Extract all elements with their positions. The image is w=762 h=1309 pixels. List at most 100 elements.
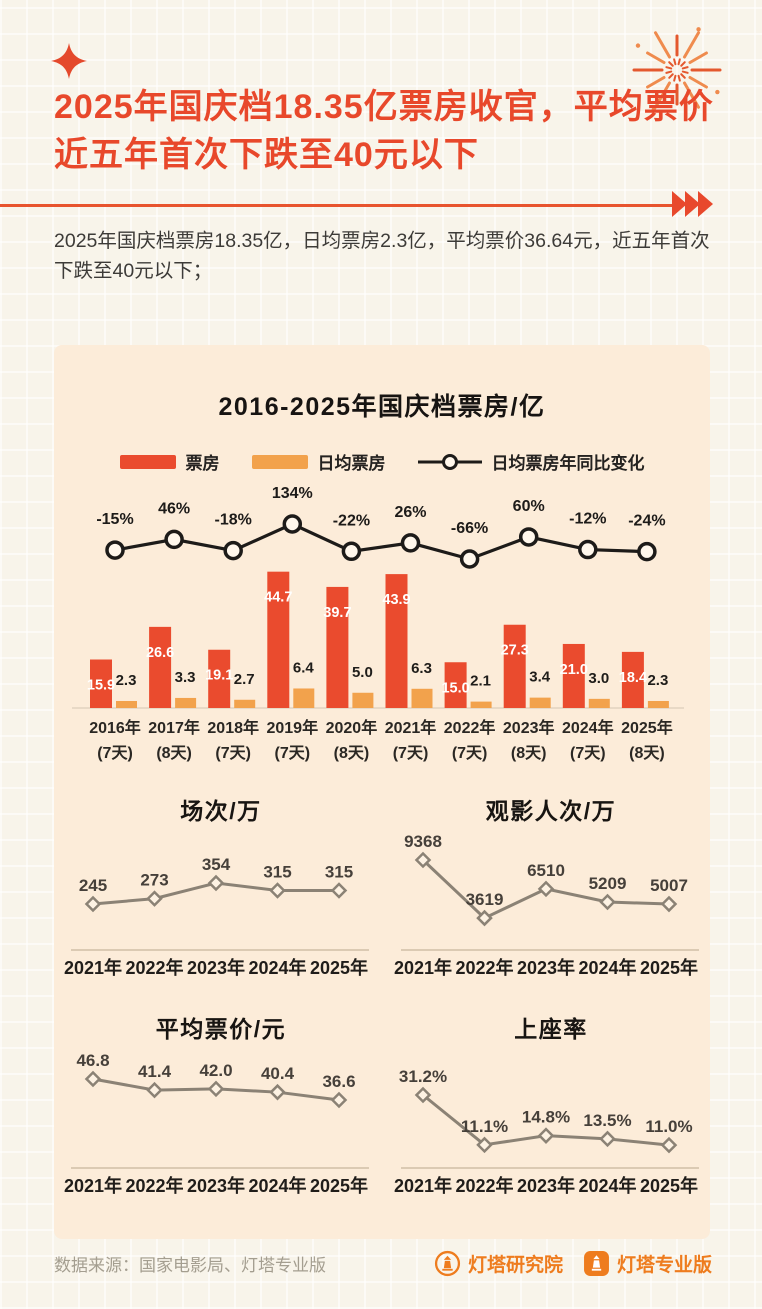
main-x-days-label: (8天) (629, 745, 665, 762)
footer: 数据来源：国家电影局、灯塔专业版 灯塔研究院 灯塔专业版 (54, 1250, 712, 1277)
diamond-marker (269, 882, 286, 899)
point-value-label: 36.6 (322, 1072, 355, 1091)
point-value-label: 14.8% (522, 1108, 570, 1127)
point-value-label: 315 (263, 863, 291, 882)
boxoffice-bar-value: 39.7 (323, 605, 351, 621)
boxoffice-bar-value: 21.0 (560, 662, 588, 678)
firework-spoke (646, 51, 666, 64)
point-value-label: 46.8 (76, 1051, 109, 1070)
small-x-label: 2025年 (640, 957, 698, 978)
yoy-value-label: -24% (628, 513, 665, 530)
sparkle-icon (51, 43, 87, 79)
main-x-days-label: (7天) (275, 745, 311, 762)
small-x-label: 2025年 (310, 1175, 368, 1196)
daily-bar-value: 5.0 (352, 664, 373, 681)
point-value-label: 11.0% (645, 1117, 692, 1136)
daily-bar-value: 3.3 (175, 669, 196, 686)
daily-bar (234, 699, 256, 708)
main-x-days-label: (8天) (156, 745, 192, 762)
yoy-marker (400, 533, 421, 553)
logo-dengta-research: 灯塔研究院 (434, 1250, 563, 1277)
yoy-marker (282, 514, 303, 534)
small-x-label: 2021年 (64, 1175, 122, 1196)
firework-tick (668, 73, 674, 79)
firework-tick (677, 74, 681, 82)
small-chart-3: 46.8 2021年 41.4 2022年 42.0 2023年 40.4 2024年 36.6… (64, 1051, 369, 1196)
small-x-label: 2024年 (248, 1175, 306, 1196)
daily-bar-value: 2.1 (470, 673, 491, 690)
firework-spoke (654, 81, 671, 109)
point-value-label: 5209 (589, 874, 627, 893)
legend-label-yoy: 日均票房年同比变化 (491, 454, 645, 473)
daily-bar-value: 3.4 (529, 669, 551, 686)
legend-item-daily: 日均票房 (251, 449, 386, 474)
boxoffice-swatch-icon (119, 454, 176, 469)
daily-bar-value: 3.0 (588, 670, 609, 687)
diamond-marker (84, 895, 102, 913)
yoy-marker (105, 540, 125, 560)
diamond-marker (660, 1136, 678, 1154)
diamond-marker (146, 1081, 163, 1099)
boxoffice-bar (503, 624, 526, 708)
point-value-label: 245 (79, 876, 107, 895)
panel-title-occupancy: 上座率 (514, 1016, 588, 1042)
diamond-marker (207, 1080, 225, 1098)
diamond-marker (84, 1070, 102, 1088)
daily-bar-value: 2.3 (647, 672, 668, 689)
small-x-label: 2023年 (187, 957, 245, 978)
logo-dengta-pro-label: 灯塔专业版 (616, 1255, 712, 1276)
boxoffice-bar (385, 574, 408, 708)
main-x-label: 2025年 (621, 718, 673, 737)
point-value-label: 9368 (404, 832, 442, 851)
yoy-line-swatch-icon (417, 453, 482, 470)
diamond-marker (330, 1091, 348, 1109)
firework-tick (680, 61, 686, 67)
firework-tick (665, 70, 673, 74)
logo-dengta-pro: 灯塔专业版 (583, 1250, 712, 1277)
small-x-label: 2023年 (187, 1175, 245, 1196)
daily-bar-value: 6.3 (411, 660, 432, 677)
main-chart-legend: 票房 日均票房 日均票房年同比变化 (54, 449, 710, 474)
boxoffice-bar (90, 659, 112, 708)
legend-label-daily: 日均票房 (317, 454, 386, 473)
firework-spoke (683, 31, 700, 59)
divider-line (0, 204, 676, 207)
diamond-marker (537, 1127, 555, 1144)
panel-title-avg-price: 平均票价/元 (155, 1016, 287, 1042)
lighthouse-square-icon (584, 1251, 609, 1276)
yoy-value-label: -12% (569, 511, 606, 528)
main-x-label: 2017年 (148, 718, 200, 737)
main-x-label: 2019年 (266, 718, 318, 737)
diamond-marker (414, 851, 432, 869)
intro-text: 2025年国庆档票房18.35亿，日均票房2.3亿，平均票价36.64元，近五年… (54, 230, 710, 283)
diamond-marker (146, 890, 163, 907)
small-x-label: 2022年 (455, 1175, 513, 1196)
firework-tick (665, 66, 673, 70)
boxoffice-bar-value: 15.9 (87, 678, 115, 694)
diamond-marker (599, 893, 616, 911)
main-x-days-label: (7天) (452, 745, 488, 762)
daily-bar (175, 697, 197, 708)
point-value-label: 41.4 (138, 1062, 172, 1081)
firework-tick (677, 58, 681, 66)
point-value-label: 354 (202, 855, 231, 874)
daily-bar (352, 692, 374, 708)
diamond-marker (269, 1083, 286, 1101)
diamond-marker (414, 1086, 432, 1104)
point-value-label: 11.1% (461, 1117, 508, 1136)
main-x-label: 2016年 (89, 718, 141, 737)
boxoffice-bar (444, 662, 467, 708)
yoy-value-label: 26% (394, 504, 426, 521)
main-x-days-label: (7天) (570, 745, 606, 762)
small-chart-2: 9368 2021年 3619 2022年 6510 2023年 5209 2024年 5007… (394, 832, 699, 978)
yoy-marker (341, 541, 362, 562)
boxoffice-bar-value: 15.0 (441, 680, 469, 696)
point-value-label: 273 (140, 871, 168, 890)
small-x-label: 2024年 (248, 957, 306, 978)
yoy-marker (164, 529, 184, 550)
point-value-label: 6510 (527, 861, 565, 880)
main-x-label: 2018年 (207, 718, 259, 737)
small-charts-grid: 场次/万 245 2021年 273 2022年 354 2023年 315 2024年 315… (54, 792, 710, 1204)
yoy-value-label: 60% (513, 498, 545, 515)
